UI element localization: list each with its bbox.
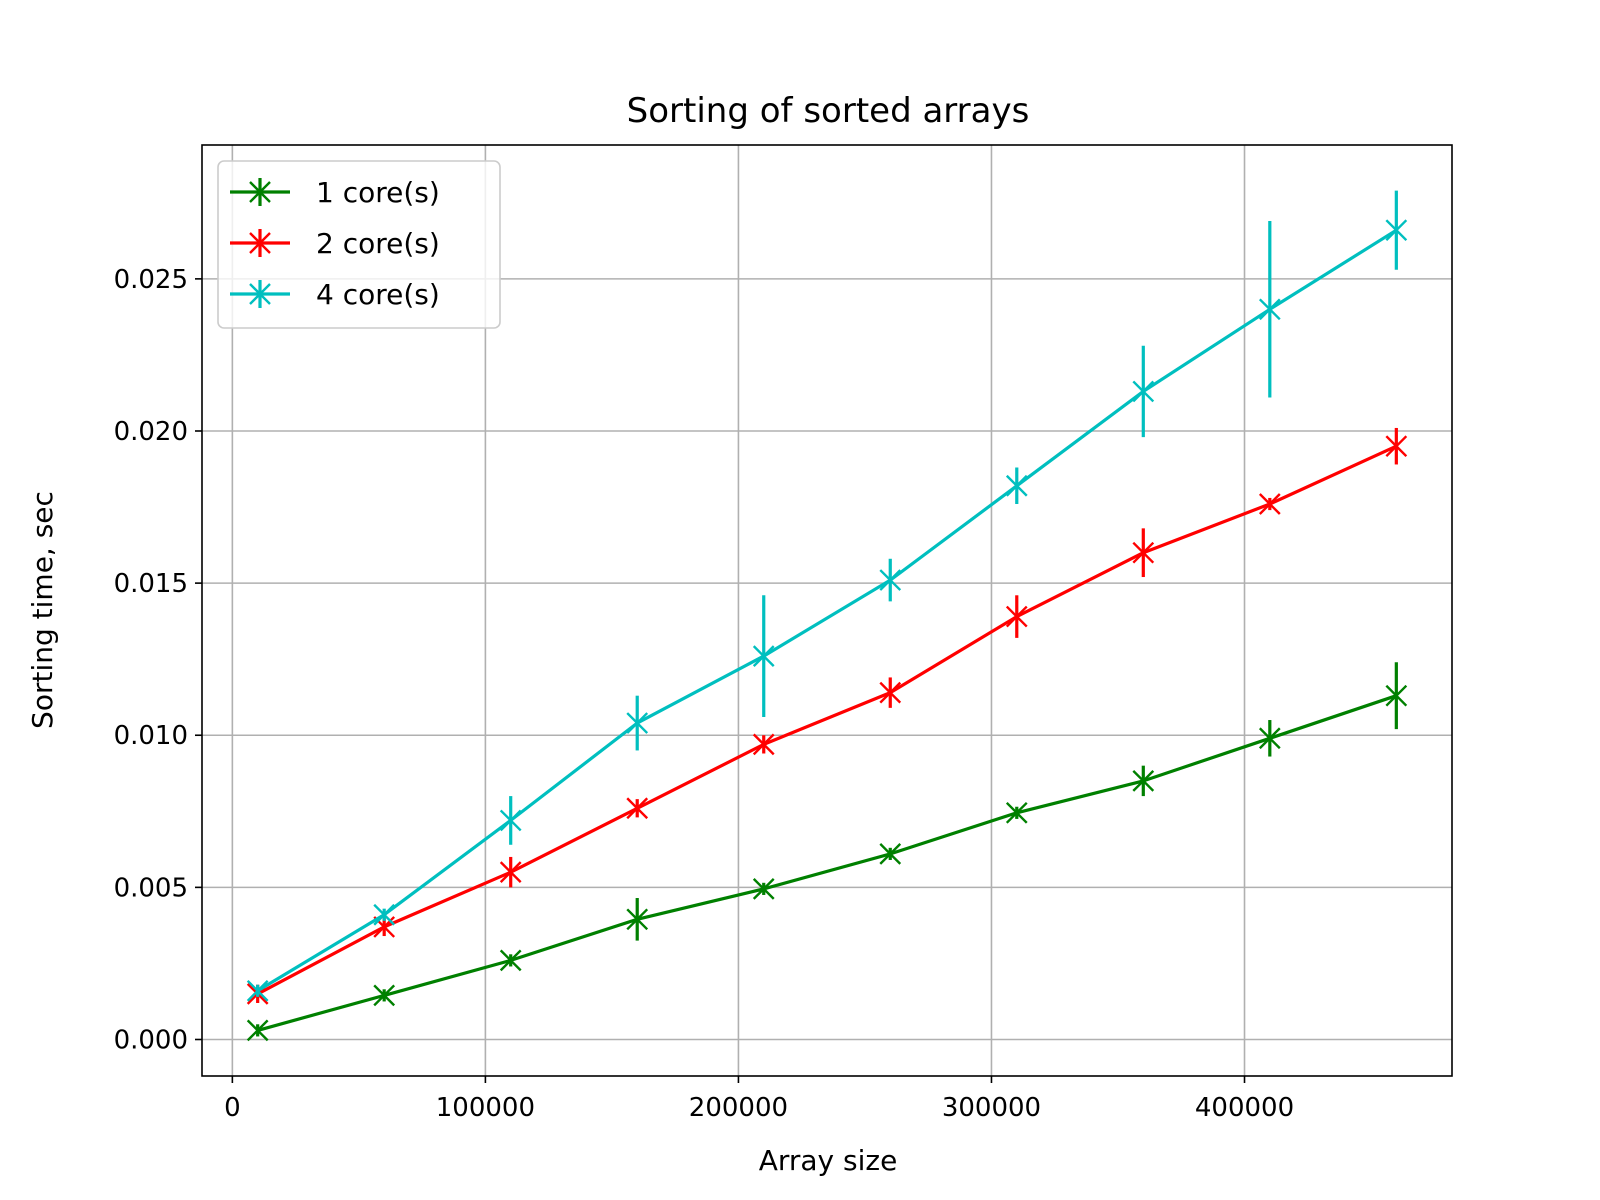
data-point [1385, 684, 1408, 707]
grid [202, 145, 1452, 1076]
data-point [1005, 605, 1028, 628]
data-point [1132, 541, 1155, 564]
data-point [1258, 298, 1281, 321]
data-point [1132, 770, 1155, 792]
data-point [879, 843, 902, 865]
legend-box [217, 160, 501, 329]
series-line [256, 444, 1397, 996]
data-point [373, 984, 396, 1007]
legend-entry: 1 core(s) [230, 176, 440, 209]
data-point [626, 712, 649, 734]
chart-title: Sorting of sorted arrays [627, 91, 1030, 131]
y-tick-label: 0.010 [114, 721, 188, 751]
x-tick-label: 300000 [942, 1093, 1041, 1123]
data-point [1385, 219, 1408, 242]
data-point [752, 645, 775, 667]
data-point [879, 569, 902, 591]
series-4-core-s- [246, 190, 1408, 1002]
data-point [499, 809, 522, 832]
plot-frame [201, 144, 1453, 1077]
data-point [879, 681, 902, 704]
legend-entry: 4 core(s) [230, 278, 440, 311]
y-axis-title: Sorting time, sec [26, 491, 59, 729]
x-tick-label: 100000 [436, 1093, 535, 1123]
y-tick-label: 0.020 [114, 417, 188, 447]
data-point [626, 908, 649, 931]
y-tick-label: 0.025 [114, 265, 188, 295]
legend-label: 2 core(s) [316, 227, 440, 260]
series-line [257, 694, 1397, 1032]
data-point [1005, 801, 1028, 824]
y-tick-label: 0.005 [114, 873, 188, 903]
data-point [246, 979, 269, 1002]
data-point [1258, 727, 1281, 750]
data-point [499, 861, 522, 884]
legend-marker [249, 283, 271, 305]
legend-marker [249, 181, 271, 203]
x-axis-title: Array size [759, 1144, 898, 1177]
data-point [1385, 435, 1408, 458]
x-tick-label: 400000 [1195, 1093, 1294, 1123]
x-ticks: 0 100000 200000 300000 400000 [224, 1076, 1294, 1123]
legend-label: 1 core(s) [316, 176, 440, 209]
y-tick-label: 0.000 [114, 1025, 188, 1055]
data-point [752, 733, 775, 756]
series-line [256, 228, 1398, 993]
data-point [626, 797, 649, 820]
legend-marker [249, 232, 271, 254]
legend-entry: 2 core(s) [230, 227, 440, 260]
plot-series [246, 190, 1408, 1042]
x-tick-label: 0 [224, 1093, 241, 1123]
legend: 1 core(s) 2 core(s) 4 core(s) [217, 160, 501, 329]
data-point [246, 1019, 269, 1042]
data-point [1132, 380, 1155, 403]
data-point [499, 949, 522, 972]
data-point [1005, 474, 1028, 497]
data-point [752, 878, 775, 900]
series-1-core-s- [246, 662, 1408, 1042]
y-ticks: 0.000 0.005 0.010 0.015 0.020 0.025 [114, 265, 202, 1055]
data-point [373, 903, 396, 926]
data-point [1258, 493, 1281, 515]
legend-label: 4 core(s) [316, 278, 440, 311]
y-tick-label: 0.015 [114, 569, 188, 599]
x-tick-label: 200000 [689, 1093, 788, 1123]
